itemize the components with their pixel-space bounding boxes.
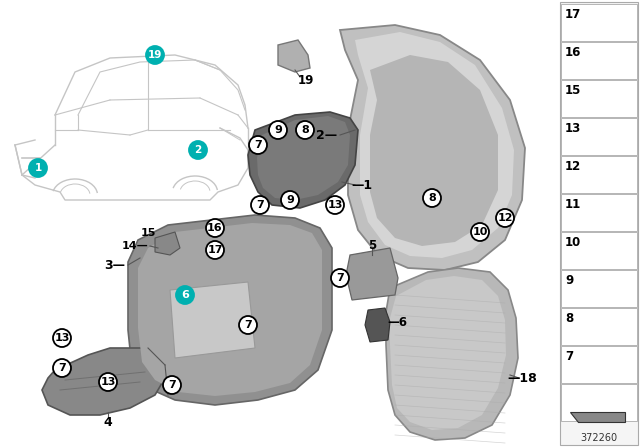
Polygon shape (257, 116, 350, 200)
Polygon shape (155, 232, 180, 255)
Text: 12: 12 (565, 160, 581, 173)
Bar (561, 4, 637, 41)
Text: 2—: 2— (316, 129, 337, 142)
Bar (561, 156, 637, 193)
Polygon shape (138, 223, 322, 396)
Text: 14—: 14— (121, 241, 148, 251)
Polygon shape (390, 276, 506, 430)
Circle shape (331, 269, 349, 287)
Text: 17: 17 (565, 8, 581, 21)
Circle shape (239, 316, 257, 334)
Polygon shape (278, 40, 310, 72)
Text: 9: 9 (274, 125, 282, 135)
Polygon shape (346, 248, 398, 300)
Circle shape (29, 159, 47, 177)
Text: 19: 19 (148, 50, 162, 60)
Text: 13: 13 (565, 122, 581, 135)
Polygon shape (170, 282, 255, 358)
Text: 15: 15 (140, 228, 156, 238)
Polygon shape (42, 348, 165, 415)
Circle shape (423, 189, 441, 207)
Text: 10: 10 (565, 236, 581, 249)
Bar (561, 80, 637, 117)
Text: 3—: 3— (104, 258, 125, 271)
Text: 372260: 372260 (580, 433, 618, 443)
Polygon shape (370, 55, 498, 246)
Polygon shape (355, 32, 514, 258)
Text: 6: 6 (181, 290, 189, 300)
Circle shape (269, 121, 287, 139)
Text: 10: 10 (472, 227, 488, 237)
Circle shape (251, 196, 269, 214)
Circle shape (206, 219, 224, 237)
Text: 13: 13 (54, 333, 70, 343)
Text: 7: 7 (168, 380, 176, 390)
Circle shape (99, 373, 117, 391)
Circle shape (163, 376, 181, 394)
Bar (561, 308, 637, 345)
Text: —18: —18 (507, 371, 537, 384)
Text: 8: 8 (565, 312, 573, 325)
Circle shape (249, 136, 267, 154)
Text: 9: 9 (286, 195, 294, 205)
Text: 12: 12 (497, 213, 513, 223)
Circle shape (53, 359, 71, 377)
Text: 4: 4 (104, 415, 113, 428)
Bar (561, 270, 637, 307)
Text: 7: 7 (256, 200, 264, 210)
Circle shape (281, 191, 299, 209)
Circle shape (326, 196, 344, 214)
Circle shape (53, 329, 71, 347)
Text: 7: 7 (58, 363, 66, 373)
Polygon shape (248, 112, 358, 208)
Text: 19: 19 (298, 73, 314, 86)
Text: 7: 7 (244, 320, 252, 330)
Text: 13: 13 (327, 200, 342, 210)
Text: 2: 2 (195, 145, 202, 155)
Polygon shape (386, 268, 518, 440)
Circle shape (471, 223, 489, 241)
Bar (561, 118, 637, 155)
Text: 7: 7 (565, 350, 573, 363)
Text: 9: 9 (565, 274, 573, 287)
Bar (561, 384, 637, 421)
Text: 15: 15 (565, 84, 581, 97)
Polygon shape (340, 25, 525, 270)
Text: 5: 5 (368, 238, 376, 251)
Text: 7: 7 (336, 273, 344, 283)
Text: 16: 16 (207, 223, 223, 233)
Text: 1: 1 (35, 163, 42, 173)
Text: 11: 11 (565, 198, 581, 211)
Bar (561, 346, 637, 383)
Polygon shape (128, 215, 332, 405)
Text: 17: 17 (207, 245, 223, 255)
Bar (561, 42, 637, 79)
Text: —1: —1 (351, 178, 372, 191)
Circle shape (146, 46, 164, 64)
Polygon shape (570, 412, 625, 422)
Text: 8: 8 (428, 193, 436, 203)
Polygon shape (365, 308, 390, 342)
Bar (561, 232, 637, 269)
Text: 13: 13 (100, 377, 116, 387)
Bar (561, 194, 637, 231)
Text: —6: —6 (387, 315, 407, 328)
Circle shape (189, 141, 207, 159)
Text: 16: 16 (565, 46, 581, 59)
Circle shape (176, 286, 194, 304)
Circle shape (296, 121, 314, 139)
Text: 7: 7 (254, 140, 262, 150)
Text: 8: 8 (301, 125, 309, 135)
Circle shape (496, 209, 514, 227)
Circle shape (206, 241, 224, 259)
Bar (560, 2, 638, 445)
